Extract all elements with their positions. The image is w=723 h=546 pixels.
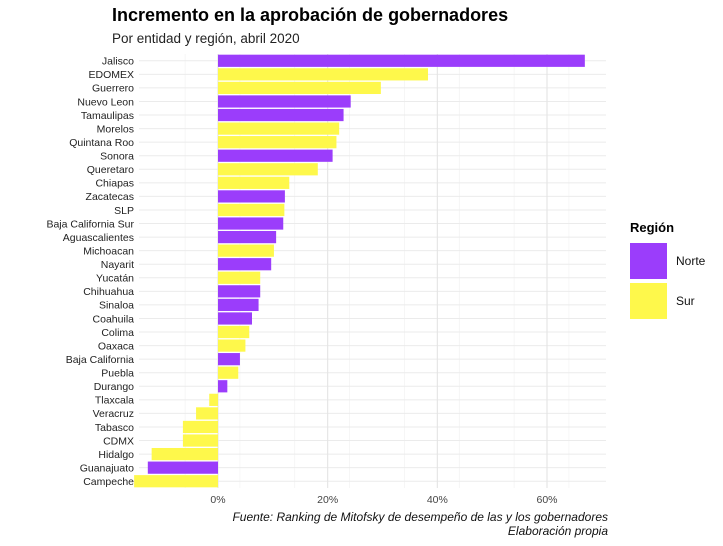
y-tick-label: Queretaro (87, 164, 134, 176)
y-tick-label: Tabasco (95, 422, 134, 434)
y-tick-label: Chihuahua (83, 286, 134, 298)
y-tick-label: Colima (101, 327, 134, 339)
legend-label-sur: Sur (676, 294, 695, 308)
legend-key-sur (630, 283, 667, 319)
bar (218, 339, 246, 352)
y-tick-label: Guerrero (92, 83, 134, 95)
bar (151, 447, 218, 461)
y-tick-label: Sonora (100, 151, 134, 163)
y-tick-label: Campeche (83, 476, 134, 488)
bar (218, 108, 344, 122)
legend-label-norte: Norte (676, 254, 706, 268)
y-tick-label: Jalisco (102, 56, 134, 68)
bar (218, 312, 252, 325)
y-tick-label: Coahuila (93, 313, 135, 325)
y-tick-label: Aguascalientes (63, 232, 134, 244)
y-tick-label: Tamaulipas (81, 110, 134, 122)
legend-key-norte (630, 243, 667, 279)
bar (218, 285, 261, 298)
bar (182, 434, 218, 447)
bar (218, 325, 250, 339)
y-tick-label: EDOMEX (88, 69, 134, 81)
y-tick-label: Sinaloa (99, 300, 134, 312)
y-tick-label: Veracruz (93, 408, 134, 420)
y-tick-label: Durango (94, 381, 134, 393)
bar (218, 298, 259, 312)
bar (218, 176, 290, 189)
y-tick-label: Nayarit (101, 259, 134, 271)
bar (218, 230, 277, 244)
y-tick-label: Morelos (97, 123, 134, 135)
x-tick-label: 20% (317, 494, 338, 506)
bar (218, 81, 381, 95)
bar (218, 271, 261, 284)
legend-item-sur: Sur (630, 281, 705, 321)
bar (182, 420, 218, 434)
y-tick-label: Baja California Sur (46, 218, 134, 230)
bar (218, 353, 240, 366)
chart-subtitle: Por entidad y región, abril 2020 (112, 31, 300, 46)
legend: Región Norte Sur (630, 220, 705, 321)
bar (218, 136, 337, 149)
bar (218, 149, 333, 162)
bar (218, 380, 228, 393)
y-tick-label: Puebla (101, 368, 134, 380)
y-tick-label: Michoacan (83, 245, 134, 257)
bar (147, 461, 218, 474)
bar (218, 244, 274, 257)
x-tick-label: 60% (536, 494, 557, 506)
bar (218, 258, 272, 271)
bar (134, 475, 218, 488)
y-tick-label: Tlaxcala (95, 395, 134, 407)
legend-item-norte: Norte (630, 241, 705, 281)
bar (218, 54, 585, 67)
y-tick-label: Yucatán (96, 273, 134, 285)
bar (209, 393, 218, 406)
y-tick-label: Oaxaca (98, 340, 134, 352)
y-tick-label: Chiapas (95, 178, 134, 190)
y-tick-label: CDMX (103, 435, 134, 447)
y-tick-label: Hidalgo (98, 449, 134, 461)
bar (218, 122, 340, 135)
chart-title: Incremento en la aprobación de gobernado… (112, 5, 509, 25)
y-tick-label: Nuevo Leon (77, 96, 134, 108)
y-tick-label: Quintana Roo (69, 137, 134, 149)
bar (218, 366, 239, 379)
bar (218, 217, 284, 230)
y-tick-label: Baja California (66, 354, 134, 366)
bar (218, 203, 285, 217)
bar (218, 190, 285, 203)
x-tick-label: 0% (210, 494, 225, 506)
y-tick-label: Guanajuato (80, 462, 134, 474)
caption-source: Fuente: Ranking de Mitofsky de desempeño… (232, 510, 608, 524)
y-tick-label: SLP (114, 205, 134, 217)
bar (218, 95, 351, 108)
bar (218, 68, 429, 81)
bar (196, 407, 218, 420)
bar (218, 163, 318, 176)
legend-title: Región (630, 220, 675, 235)
y-tick-label: Zacatecas (86, 191, 134, 203)
x-tick-label: 40% (427, 494, 448, 506)
caption-credit: Elaboración propia (507, 524, 608, 538)
